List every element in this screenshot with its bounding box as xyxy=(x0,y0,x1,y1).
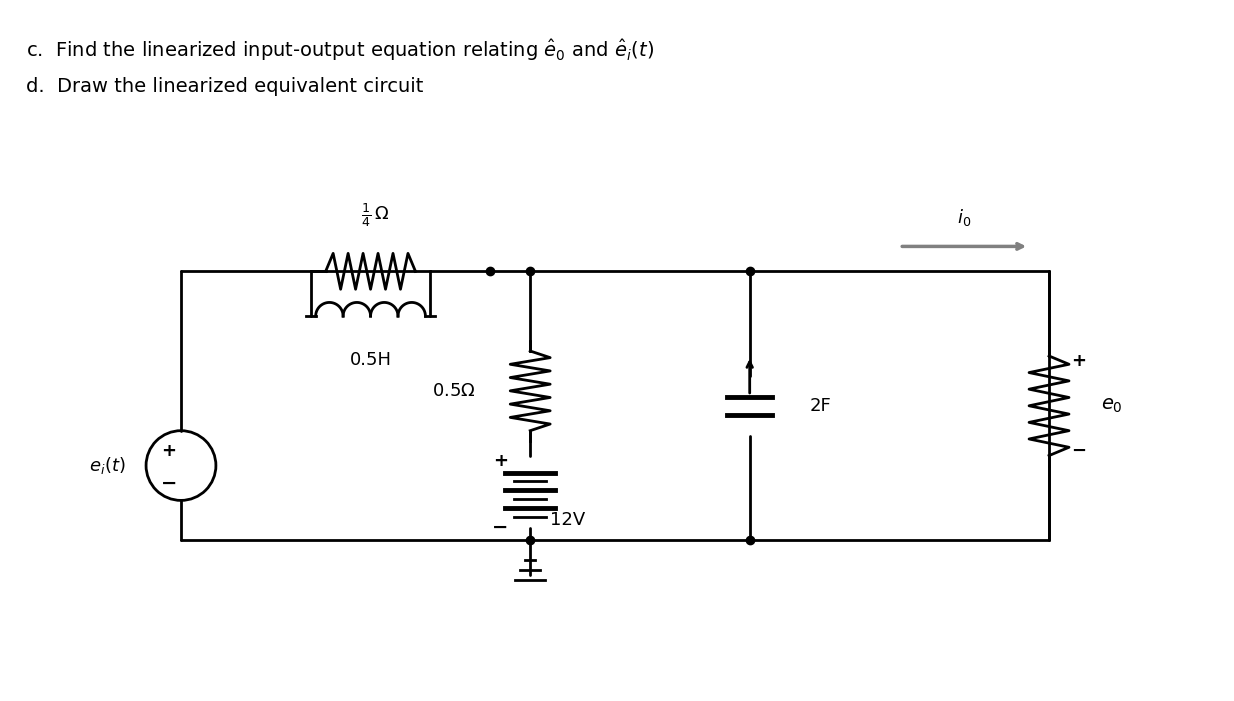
Text: 2F: 2F xyxy=(810,397,832,415)
Text: $e_i(t)$: $e_i(t)$ xyxy=(90,455,126,476)
Text: +: + xyxy=(1071,352,1086,370)
Text: d.  Draw the linearized equivalent circuit: d. Draw the linearized equivalent circui… xyxy=(26,77,423,96)
Text: −: − xyxy=(160,474,178,493)
Text: $i_0$: $i_0$ xyxy=(958,207,971,229)
Text: −: − xyxy=(1071,442,1086,460)
Text: $0.5\Omega$: $0.5\Omega$ xyxy=(432,382,475,400)
Text: +: + xyxy=(162,442,176,460)
Text: 0.5H: 0.5H xyxy=(349,351,391,369)
Text: +: + xyxy=(492,451,507,470)
Text: $e_0$: $e_0$ xyxy=(1101,396,1123,415)
Text: c.  Find the linearized input-output equation relating $\hat{e}_0$ and $\hat{e}_: c. Find the linearized input-output equa… xyxy=(26,37,654,63)
Text: 12V: 12V xyxy=(550,511,585,529)
Text: $\frac{1}{4}\,\Omega$: $\frac{1}{4}\,\Omega$ xyxy=(362,202,390,229)
Text: −: − xyxy=(492,518,508,537)
